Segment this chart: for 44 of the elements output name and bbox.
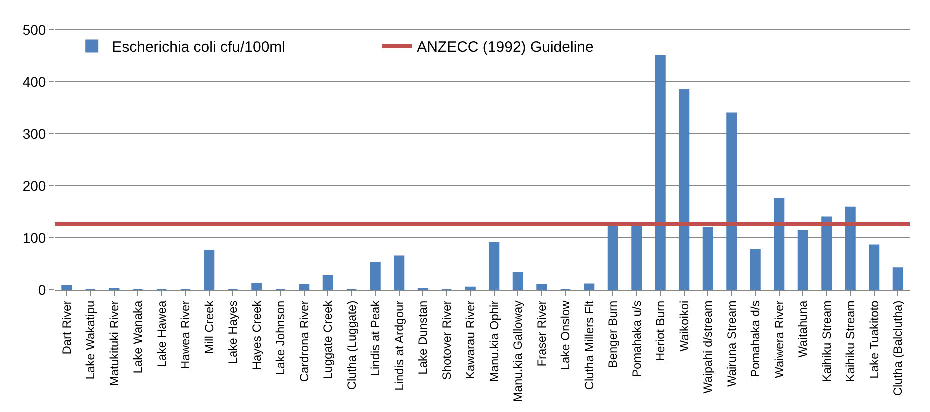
y-tick-label: 300 — [22, 126, 46, 142]
x-tick-label: Lake Hayes — [226, 300, 240, 364]
x-tick-label: Lake Johnson — [274, 300, 288, 376]
legend-label: ANZECC (1992) Guideline — [417, 39, 594, 56]
x-tick-label: Benger Burn — [606, 300, 620, 368]
x-tick-label: Clutha Millers Flt — [582, 300, 596, 390]
x-tick-label: Shotover River — [440, 300, 454, 380]
x-tick-label: Lake Dunstan — [416, 300, 430, 375]
y-tick-label: 500 — [22, 22, 46, 38]
x-tick-label: Pomahaka u/s — [630, 300, 644, 378]
x-tick-label: Mill Creek — [202, 300, 216, 354]
x-tick-label: Heriot Burn — [654, 300, 668, 362]
x-tick-label: Waiwera River — [772, 300, 786, 378]
x-tick-label: Lindis at Peak — [368, 300, 383, 376]
x-tick-label: Lindis at Ardgour — [392, 300, 406, 391]
x-tick-label: Waikoikoi — [677, 300, 692, 352]
y-tick-label: 400 — [22, 74, 46, 90]
x-tick-label: Cardrona River — [297, 300, 312, 382]
x-tick-label: Lake Tuakitoto — [867, 300, 882, 379]
x-tick-label: Lake Onslow — [558, 300, 573, 370]
x-tick-label: Lake Wanaka — [131, 300, 146, 374]
x-tick-label: Manu.kia Ophir — [487, 300, 502, 382]
x-tick-label: Lake Hawea — [154, 300, 169, 368]
x-tick-label: Clutha (Luggate) — [344, 300, 359, 390]
y-tick-label: 200 — [22, 178, 46, 194]
x-tick-label: Matukituki River — [107, 300, 122, 386]
x-tick-label: Waitahuna — [796, 300, 810, 358]
legend-label: Escherichia coli cfu/100ml — [112, 39, 286, 56]
x-tick-label: Waipahi d/stream — [701, 300, 716, 394]
x-tick-label: Wairuna Stream — [724, 300, 739, 388]
y-tick-label: 100 — [22, 230, 46, 246]
x-tick-label: Clutha (Balclutha) — [891, 300, 906, 396]
x-tick-label: Kaihiku Stream — [844, 300, 858, 382]
y-tick-label: 0 — [38, 282, 46, 298]
x-tick-label: Hawea River — [178, 300, 193, 370]
x-tick-label: Kaihiku Stream — [820, 300, 834, 382]
x-tick-label: Hayes Creek — [250, 300, 264, 370]
x-tick-label: Manu.kia Galloway — [511, 300, 526, 402]
x-tick-label: Dart River — [60, 300, 74, 355]
x-tick-label: Pomahaka d/s — [748, 300, 763, 378]
x-tick-label: Kawarau River — [464, 300, 478, 380]
x-tick-label: Lake Wakatipu — [84, 300, 98, 380]
x-tick-label: Luggate Creek — [321, 300, 336, 380]
x-tick-label: Fraser River — [534, 300, 549, 367]
